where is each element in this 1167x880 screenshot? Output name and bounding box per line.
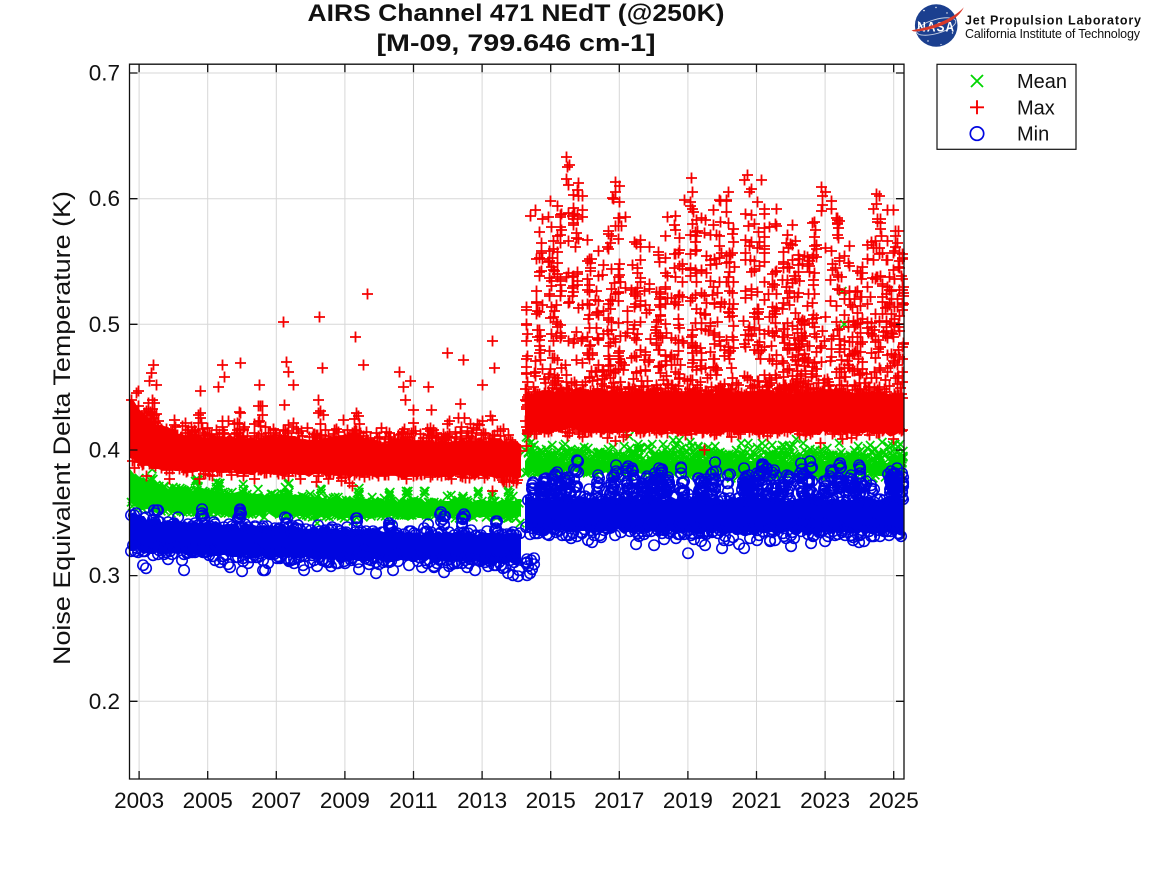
svg-text:2013: 2013 [457,788,507,813]
svg-text:2025: 2025 [869,788,919,813]
svg-text:2015: 2015 [526,788,576,813]
svg-text:AIRS Channel 471 NEdT (@250K): AIRS Channel 471 NEdT (@250K) [308,0,725,27]
svg-text:Max: Max [1017,97,1055,119]
svg-text:0.4: 0.4 [89,438,120,463]
svg-text:2023: 2023 [800,788,850,813]
svg-text:2011: 2011 [389,788,437,813]
svg-text:0.5: 0.5 [89,312,120,337]
svg-text:[M-09, 799.646 cm-1]: [M-09, 799.646 cm-1] [377,30,656,57]
svg-text:2021: 2021 [731,788,781,813]
svg-text:2017: 2017 [594,788,644,813]
svg-text:2007: 2007 [251,788,301,813]
svg-text:Jet Propulsion Laboratory: Jet Propulsion Laboratory [965,14,1141,28]
svg-text:Mean: Mean [1017,71,1067,93]
svg-text:Min: Min [1017,124,1049,146]
svg-text:California Institute of Techno: California Institute of Technology [965,27,1141,41]
svg-text:0.3: 0.3 [89,563,120,588]
svg-text:2019: 2019 [663,788,713,813]
svg-text:2005: 2005 [183,788,233,813]
svg-text:2003: 2003 [114,788,164,813]
svg-text:2009: 2009 [320,788,370,813]
svg-text:Noise Equivalent Delta Tempera: Noise Equivalent Delta Temperature (K) [49,191,76,665]
svg-text:0.2: 0.2 [89,689,120,714]
svg-text:0.6: 0.6 [89,186,120,211]
svg-text:0.7: 0.7 [89,61,120,86]
